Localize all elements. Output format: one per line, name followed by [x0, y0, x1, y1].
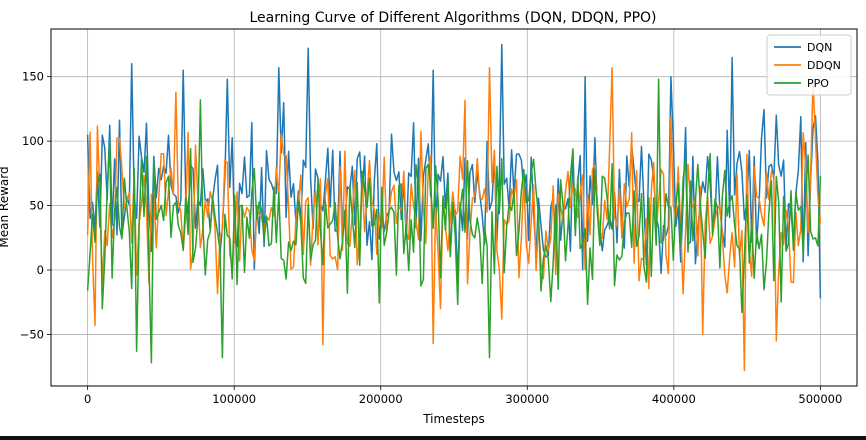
y-tick-label: 150	[22, 70, 44, 84]
x-axis-label: Timesteps	[422, 412, 485, 426]
x-tick-label: 500000	[798, 392, 842, 406]
x-tick-label: 400000	[652, 392, 696, 406]
axis-ticks: 0 100000 200000 300000 400000 500000 −50 0 50 100…	[20, 70, 843, 406]
window-bottom-edge	[0, 436, 866, 440]
x-tick-label: 100000	[212, 392, 256, 406]
plot-frame	[50, 28, 858, 387]
series-line-ddqn	[86, 66, 822, 372]
plot-lines	[86, 43, 822, 372]
y-tick-label: 100	[22, 134, 44, 148]
x-tick-label: 300000	[505, 392, 549, 406]
x-tick-label: 200000	[359, 392, 403, 406]
chart-title: Learning Curve of Different Algorithms (…	[250, 10, 657, 26]
legend-ddqn-label: DDQN	[807, 59, 841, 72]
legend-ppo-label: PPO	[807, 77, 829, 90]
legend-box	[766, 34, 852, 96]
legend-dqn-label: DQN	[807, 41, 832, 54]
y-tick-label: 50	[29, 199, 44, 213]
series-line-ppo	[86, 78, 822, 364]
y-tick-label: −50	[20, 327, 44, 341]
y-tick-label: 0	[37, 263, 44, 277]
x-tick-label: 0	[84, 392, 91, 406]
y-axis-label: Mean Reward	[0, 166, 11, 247]
legend: DQN DDQN PPO	[766, 34, 852, 96]
